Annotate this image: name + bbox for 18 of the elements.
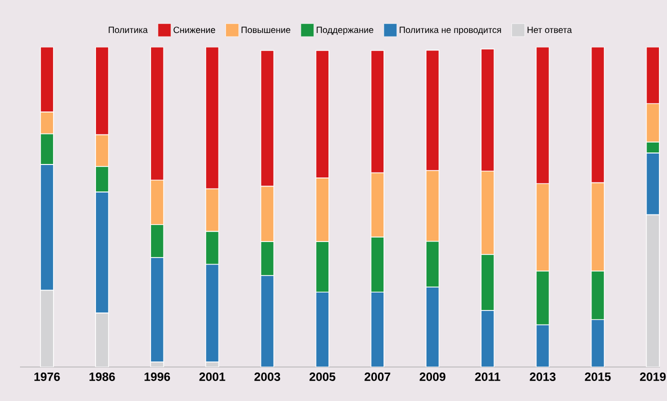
- x-tick-label: 2009: [420, 372, 446, 381]
- legend-label: Нет ответа: [528, 26, 572, 34]
- legend-label: Политика не проводится: [400, 26, 501, 35]
- x-tick-label: 1996: [144, 372, 170, 381]
- x-tick-label: 2007: [364, 372, 390, 381]
- x-tick-label: 2013: [530, 372, 556, 382]
- x-tick-label: 2003: [254, 372, 280, 382]
- x-tick-label: 2005: [310, 372, 336, 381]
- x-tick-label: 2011: [475, 372, 500, 381]
- legend-label: Поддержание: [316, 26, 374, 35]
- x-tick-label: 2001: [199, 372, 226, 381]
- legend-label: Повышение: [242, 26, 290, 34]
- legend-label: Снижение: [174, 26, 216, 34]
- legend-title: Политика: [108, 26, 148, 34]
- x-tick-label: 2019: [640, 372, 666, 381]
- x-tick-label: 1976: [34, 372, 60, 381]
- x-tick-label: 2015: [584, 372, 611, 381]
- x-tick-label: 1986: [90, 372, 115, 381]
